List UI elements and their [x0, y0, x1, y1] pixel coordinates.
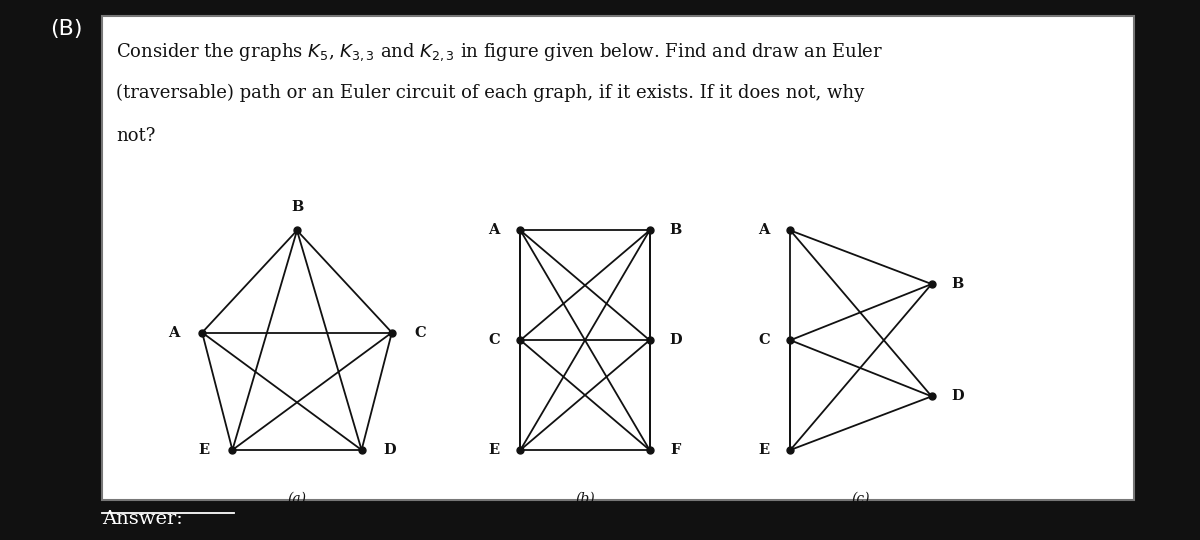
Text: B: B — [290, 200, 304, 214]
Text: D: D — [952, 389, 964, 403]
Text: E: E — [758, 443, 769, 457]
Text: F: F — [671, 443, 682, 457]
Text: C: C — [414, 326, 426, 340]
Text: C: C — [758, 333, 770, 347]
Text: E: E — [488, 443, 499, 457]
Text: (a): (a) — [288, 492, 306, 506]
Text: Answer:: Answer: — [102, 510, 182, 528]
Text: E: E — [199, 443, 210, 457]
Text: A: A — [168, 326, 180, 340]
Text: not?: not? — [116, 127, 156, 145]
Text: A: A — [758, 224, 770, 238]
Text: (B): (B) — [50, 19, 83, 39]
Text: A: A — [488, 224, 500, 238]
Text: D: D — [670, 333, 682, 347]
Text: (traversable) path or an Euler circuit of each graph, if it exists. If it does n: (traversable) path or an Euler circuit o… — [116, 84, 865, 103]
Text: B: B — [670, 224, 682, 238]
Text: C: C — [488, 333, 500, 347]
Text: D: D — [384, 443, 396, 457]
Text: B: B — [952, 277, 964, 291]
Text: (b): (b) — [575, 492, 595, 506]
Text: Consider the graphs $K_5$, $K_{3,3}$ and $K_{2,3}$ in figure given below. Find a: Consider the graphs $K_5$, $K_{3,3}$ and… — [116, 41, 883, 63]
Text: (c): (c) — [852, 492, 870, 506]
